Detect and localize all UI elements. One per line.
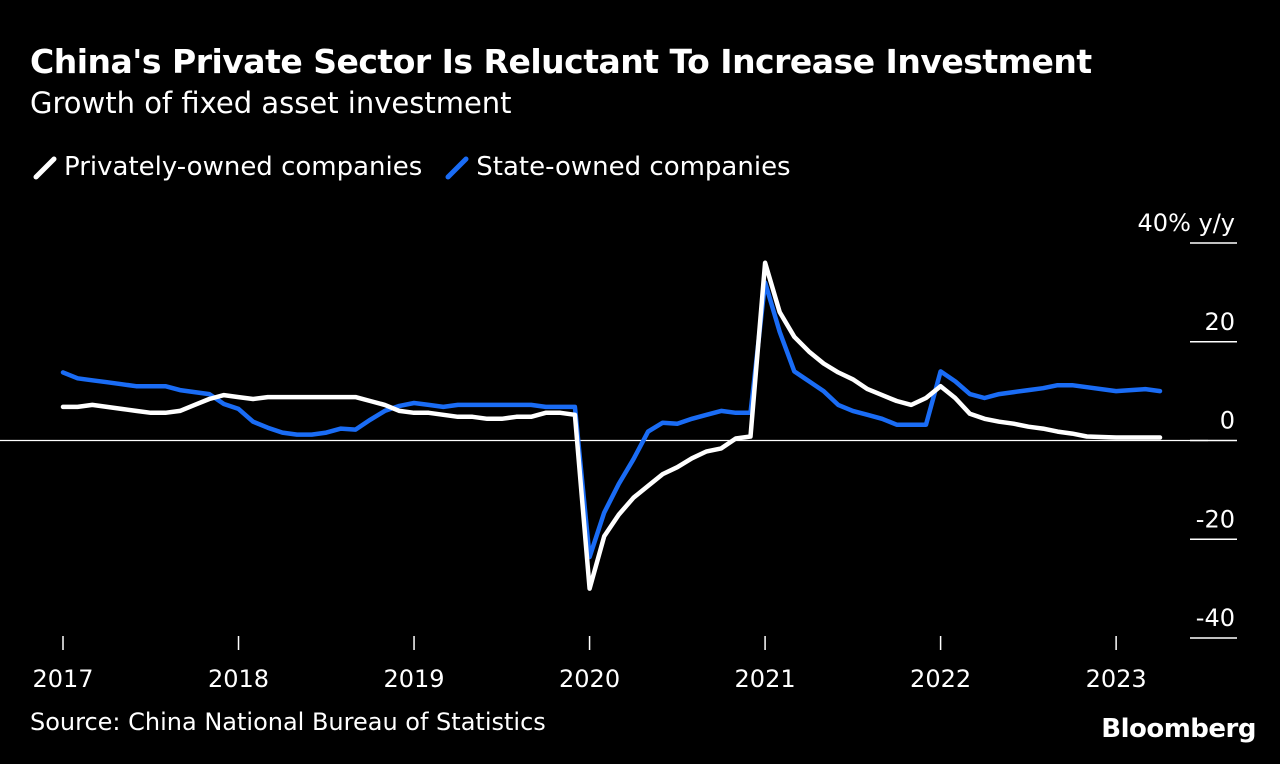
x-tick-label: 2022 <box>910 665 971 693</box>
chart-title: China's Private Sector Is Reluctant To I… <box>30 42 1092 81</box>
x-tick-label: 2019 <box>384 665 445 693</box>
y-tick-label: 0 <box>1220 407 1235 435</box>
series-line-private <box>60 260 1163 591</box>
legend-swatch-private-icon <box>33 156 57 180</box>
brand-logo: Bloomberg <box>1101 714 1256 744</box>
y-tick-label: -40 <box>1196 604 1235 632</box>
x-axis: 2017 2018 2019 2020 2021 2022 2023 <box>32 636 1147 693</box>
x-tick-label: 2017 <box>32 665 93 693</box>
legend-item-state: State-owned companies <box>442 152 791 182</box>
y-tick-label: 20 <box>1204 308 1235 336</box>
y-tick-label: 40% y/y <box>1138 209 1235 237</box>
series-line-state <box>60 280 1163 560</box>
chart-subtitle: Growth of fixed asset investment <box>30 86 512 120</box>
y-tick-label: -20 <box>1196 505 1235 533</box>
x-tick-label: 2023 <box>1086 665 1147 693</box>
source-note: Source: China National Bureau of Statist… <box>30 708 546 736</box>
x-tick-label: 2021 <box>735 665 796 693</box>
series-lines <box>60 260 1163 591</box>
x-tick-label: 2020 <box>559 665 620 693</box>
y-axis: 40% y/y 20 0 -20 -40 <box>1138 209 1237 639</box>
legend-label-private: Privately-owned companies <box>64 152 423 182</box>
legend-swatch-state-icon <box>445 156 469 180</box>
legend-label-state: State-owned companies <box>476 152 791 182</box>
x-tick-label: 2018 <box>208 665 269 693</box>
legend-item-private: Privately-owned companies <box>30 152 422 182</box>
legend: Privately-owned companies State-owned co… <box>30 152 811 182</box>
